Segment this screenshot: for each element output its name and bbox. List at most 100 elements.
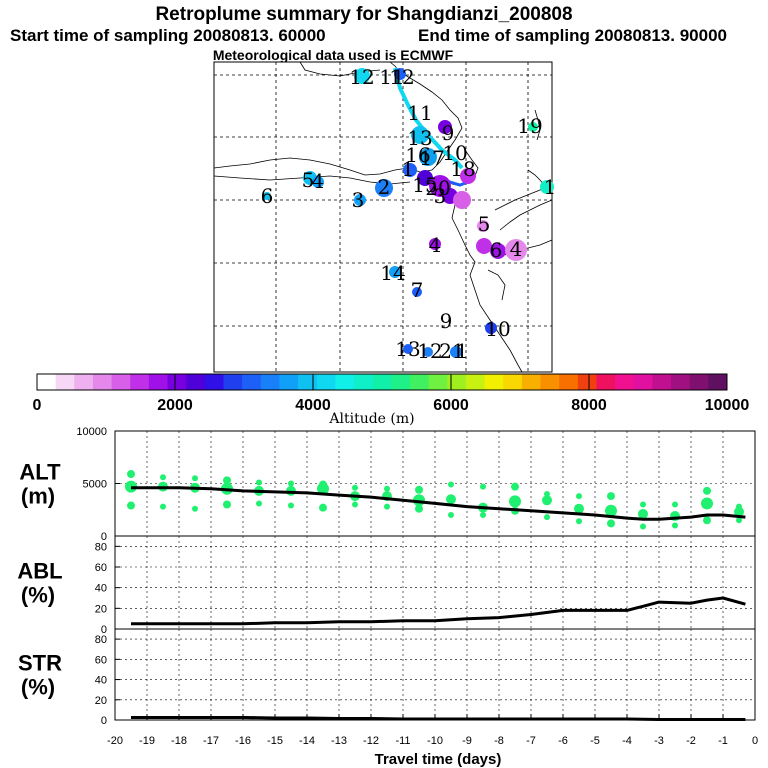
map-cluster-label: 1 xyxy=(544,175,557,199)
colorbar-cell xyxy=(148,374,169,390)
alt-cluster-point xyxy=(446,494,456,505)
map-cluster-point xyxy=(354,68,370,84)
x-tick-label: -20 xyxy=(107,735,123,747)
panel-label: STR xyxy=(18,651,62,676)
alt-cluster-point xyxy=(384,485,390,492)
colorbar-cell xyxy=(521,374,542,390)
alt-cluster-point xyxy=(574,503,584,514)
alt-cluster-point xyxy=(223,500,231,509)
alt-cluster-point xyxy=(638,508,648,519)
y-tick-label: 5000 xyxy=(83,479,107,491)
colorbar-cell xyxy=(391,374,411,390)
colorbar-cell xyxy=(428,374,448,390)
alt-cluster-point xyxy=(480,483,486,490)
colorbar-cell xyxy=(409,374,430,390)
alt-cluster-point xyxy=(672,501,678,508)
map-cluster-point xyxy=(438,120,452,134)
x-tick-label: -15 xyxy=(267,735,283,747)
alt-cluster-point xyxy=(605,504,617,517)
map-cluster-point xyxy=(485,322,497,334)
colorbar-cell xyxy=(577,374,597,390)
colorbar-cell xyxy=(652,374,672,390)
x-tick-label: -11 xyxy=(395,735,410,747)
x-tick-label: -13 xyxy=(331,735,347,747)
map-cluster-label: 3 xyxy=(434,184,447,208)
x-tick-label: -12 xyxy=(363,735,379,747)
y-tick-label: 80 xyxy=(95,634,107,646)
map-cluster-point xyxy=(453,191,471,209)
map-cluster-point xyxy=(429,238,441,250)
colorbar-cell xyxy=(37,374,57,390)
x-tick-label: -9 xyxy=(462,735,472,747)
map-cluster-point xyxy=(263,192,271,200)
map-cluster-point xyxy=(450,346,462,358)
alt-cluster-point xyxy=(544,491,550,497)
colorbar-tick-label: 6000 xyxy=(433,397,469,414)
colorbar-cells xyxy=(37,374,728,390)
alt-cluster-point xyxy=(734,506,744,517)
colorbar-cell xyxy=(484,374,504,390)
alt-cluster-point xyxy=(192,475,198,482)
colorbar-cell xyxy=(242,374,262,390)
alt-cluster-point xyxy=(736,517,742,524)
colorbar-cell xyxy=(130,374,150,390)
alt-cluster-point xyxy=(415,485,423,494)
colorbar-cell xyxy=(335,374,355,390)
colorbar-cell xyxy=(260,374,280,390)
panel-series-line xyxy=(131,716,746,721)
panel-label: ABL xyxy=(17,559,62,584)
alt-cluster-point xyxy=(703,516,711,525)
x-tick-label: -1 xyxy=(718,735,728,747)
map-cluster-point xyxy=(411,126,429,144)
y-tick-label: 40 xyxy=(95,583,107,595)
colorbar-cell xyxy=(204,374,224,390)
y-tick-label: 10000 xyxy=(76,426,107,438)
map-cluster-point xyxy=(403,344,413,354)
map-cluster-point xyxy=(394,68,406,80)
colorbar-cell xyxy=(372,374,392,390)
alt-cluster-point xyxy=(256,479,262,486)
y-tick-label: 60 xyxy=(95,562,107,574)
alt-cluster-point xyxy=(640,523,646,530)
map-cluster-point xyxy=(354,194,366,206)
x-tick-label: -8 xyxy=(494,735,504,747)
x-tick-label: -16 xyxy=(235,735,251,747)
map-cluster-label: 2 xyxy=(378,175,391,199)
alt-cluster-point xyxy=(576,493,582,500)
alt-cluster-point xyxy=(352,501,358,508)
start-time-label: Start time of sampling 20080813. 60000 xyxy=(10,26,326,45)
map-cluster-point xyxy=(375,179,393,197)
y-tick-label: 20 xyxy=(95,603,107,615)
map-cluster-label: 1 xyxy=(402,157,415,181)
map-cluster-point xyxy=(419,148,437,166)
alt-cluster-point xyxy=(223,476,231,485)
map-cluster-label: 21 xyxy=(439,339,464,363)
y-tick-label: 80 xyxy=(95,541,107,553)
map-cluster-label: 10 xyxy=(442,141,467,165)
map-frame xyxy=(213,61,553,373)
alt-cluster-point xyxy=(509,495,521,508)
map-cluster-label: 15 xyxy=(412,173,437,197)
map-cluster-point xyxy=(460,168,476,184)
y-tick-label: 0 xyxy=(101,624,107,636)
map-cluster-point xyxy=(505,239,527,261)
colorbar-cell xyxy=(74,374,94,390)
map-cluster-point xyxy=(528,122,538,132)
x-tick-label: -3 xyxy=(654,735,664,747)
map-cluster-label: 4 xyxy=(429,233,442,257)
colorbar-cell xyxy=(596,374,616,390)
map-cluster-label: 11 xyxy=(379,65,404,89)
panel-unit-label: (%) xyxy=(21,675,55,700)
map-cluster-label: 11 xyxy=(407,101,432,125)
map-cluster-point xyxy=(412,287,422,297)
map-cluster-label: 17 xyxy=(419,146,444,170)
colorbar-cell xyxy=(92,374,113,390)
map-cluster-label: 4 xyxy=(510,237,523,261)
alt-cluster-point xyxy=(288,502,294,509)
alt-cluster-point xyxy=(544,514,550,521)
alt-cluster-point xyxy=(415,504,423,513)
colorbar-ticks: 0 2000 4000 6000 8000 10000 xyxy=(33,374,749,414)
panel-label: ALT xyxy=(19,460,61,485)
colorbar-cell xyxy=(447,374,467,390)
